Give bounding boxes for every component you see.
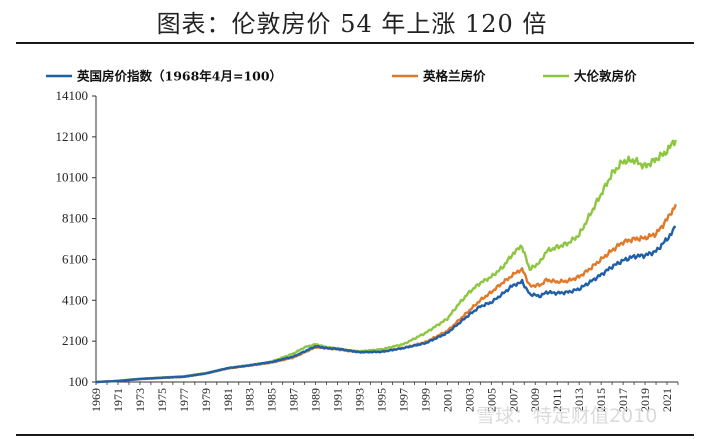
x-tick-label: 1973: [133, 388, 147, 412]
series-layer: [95, 139, 677, 384]
x-tick-label: 1987: [287, 388, 301, 412]
x-tick-label: 1985: [265, 388, 279, 412]
x-tick-label: 1979: [199, 388, 213, 412]
x-tick-label: 1981: [221, 388, 235, 412]
y-tick-label: 2100: [62, 333, 88, 348]
y-tick-label: 8100: [62, 211, 88, 226]
x-tick-label: 2007: [506, 388, 520, 412]
x-tick-label: 2015: [594, 388, 608, 412]
x-tick-label: 1977: [177, 388, 191, 412]
x-tick-label: 2013: [572, 388, 586, 412]
legend-label-1: 英格兰房价: [423, 69, 486, 84]
x-tick-label: 1991: [331, 388, 345, 412]
title-divider: [16, 42, 694, 44]
x-tick-label: 2019: [638, 388, 652, 412]
x-tick-label: 1995: [375, 388, 389, 412]
x-tick-label: 1989: [309, 388, 323, 412]
series-line-2: [95, 139, 677, 384]
series-line-0: [96, 225, 676, 384]
legend-label-0: 英国房价指数（1968年4月=100）: [77, 69, 282, 84]
x-tick-label: 1971: [111, 388, 125, 412]
x-tick-label: 1969: [89, 388, 103, 412]
y-tick-label: 100: [69, 374, 89, 389]
y-tick-label: 10100: [56, 170, 89, 185]
x-tick-label: 1975: [155, 388, 169, 412]
chart-title: 图表：伦敦房价 54 年上涨 120 倍: [156, 10, 548, 38]
x-tick-label: 1983: [243, 388, 257, 412]
series-line-1: [96, 203, 677, 384]
x-tick-label: 2003: [462, 388, 476, 412]
x-tick-label: 2009: [528, 388, 542, 412]
x-tick-label: 1997: [396, 388, 410, 412]
x-tick-label: 1999: [418, 388, 432, 412]
y-tick-label: 14100: [56, 88, 89, 103]
y-tick-label: 12100: [56, 129, 89, 144]
x-tick-label: 2011: [550, 388, 564, 412]
axes: 100 2100 4100 6100 8100 10100 12100 14100 1969 19…: [56, 88, 679, 412]
x-tick-label: 2005: [484, 388, 498, 412]
x-tick-label: 1993: [353, 388, 367, 412]
y-tick-label: 4100: [62, 292, 88, 307]
x-tick-label: 2021: [660, 388, 674, 412]
x-tick-label: 2001: [440, 388, 454, 412]
y-tick-label: 6100: [62, 251, 88, 266]
bottom-divider: [16, 434, 694, 436]
legend-label-2: 大伦敦房价: [574, 69, 637, 84]
legend: 英国房价指数（1968年4月=100） 英格兰房价 大伦敦房价: [46, 69, 637, 84]
x-tick-label: 2017: [616, 388, 630, 412]
watermark: 雪球：特定财值2010: [476, 405, 657, 427]
